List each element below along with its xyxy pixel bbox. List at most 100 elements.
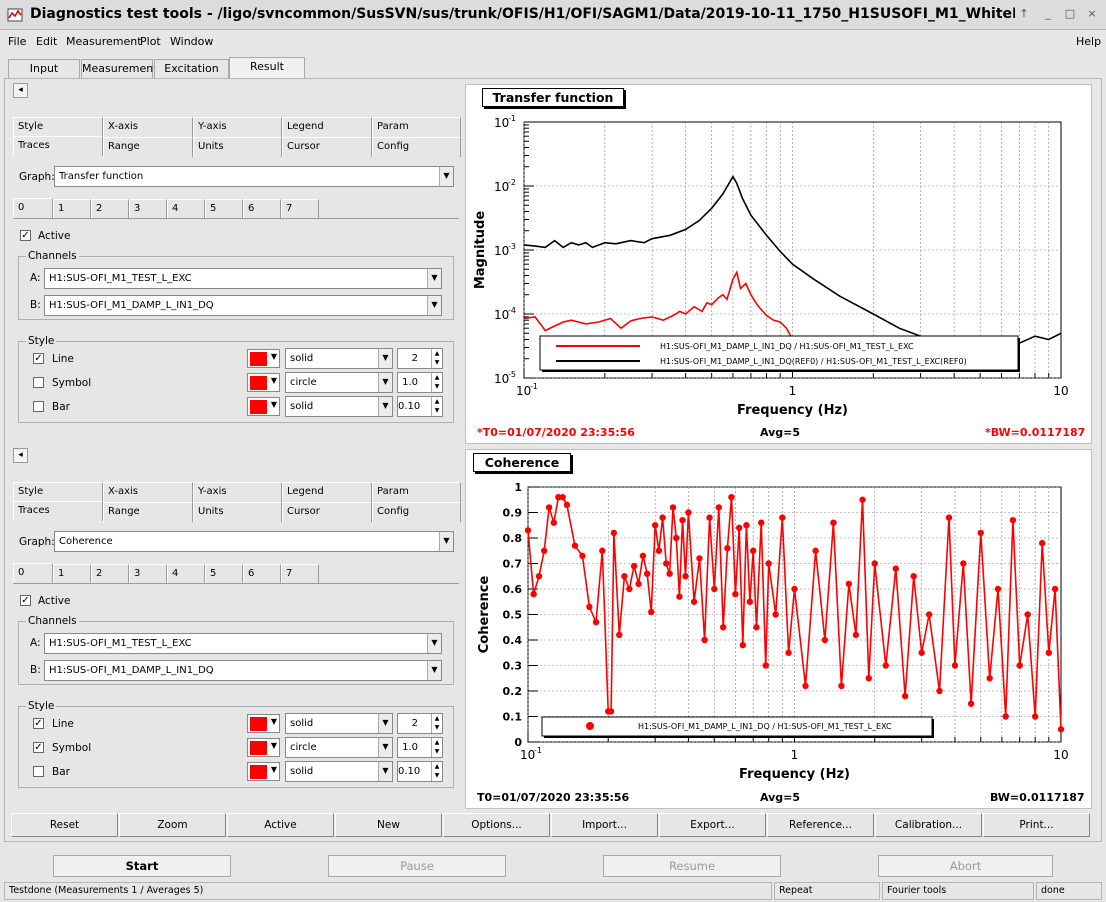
bar-checkbox[interactable] xyxy=(33,766,44,777)
export-button[interactable]: Export... xyxy=(659,813,766,837)
abort-button[interactable]: Abort xyxy=(878,855,1053,877)
symbol-color-picker[interactable]: ▼ xyxy=(247,738,280,757)
trace-tab-6[interactable]: 6 xyxy=(243,564,281,584)
active-checkbox[interactable]: ✓ xyxy=(20,595,31,606)
subtab-x-axis[interactable]: X-axis xyxy=(103,482,193,502)
subtab-range[interactable]: Range xyxy=(103,137,193,157)
trace-tab-7[interactable]: 7 xyxy=(281,199,319,219)
spinner-arrows-icon[interactable]: ▲ ▼ xyxy=(431,397,442,416)
graph-select[interactable]: Transfer function ▼ xyxy=(54,166,454,187)
subtab-param[interactable]: Param xyxy=(372,482,461,502)
menu-edit[interactable]: Edit xyxy=(36,35,58,48)
tab-result[interactable]: Result xyxy=(229,57,305,78)
spinner-arrows-icon[interactable]: ▲ ▼ xyxy=(431,738,442,757)
line-style-select[interactable]: solid ▼ xyxy=(285,713,393,734)
bar-color-picker[interactable]: ▼ xyxy=(247,762,280,781)
bar-style-select[interactable]: solid ▼ xyxy=(285,396,393,417)
menu-help[interactable]: Help xyxy=(1076,35,1102,48)
trace-tab-1[interactable]: 1 xyxy=(53,564,91,584)
trace-tab-4[interactable]: 4 xyxy=(167,199,205,219)
print-button[interactable]: Print... xyxy=(983,813,1090,837)
menu-measurement[interactable]: Measurement xyxy=(66,35,142,48)
channel-b-select[interactable]: H1:SUS-OFI_M1_DAMP_L_IN1_DQ ▼ xyxy=(44,295,442,316)
trace-tab-2[interactable]: 2 xyxy=(91,564,129,584)
trace-tab-6[interactable]: 6 xyxy=(243,199,281,219)
subtab-traces[interactable]: Traces xyxy=(13,136,103,156)
symbol-size-spinner[interactable]: 1.0 ▲ ▼ xyxy=(397,737,443,758)
minimize-icon[interactable]: _ xyxy=(1045,7,1051,20)
subtab-cursor[interactable]: Cursor xyxy=(282,502,372,522)
bar-checkbox[interactable] xyxy=(33,401,44,412)
spinner-arrows-icon[interactable]: ▲ ▼ xyxy=(431,714,442,733)
bar-size-spinner[interactable]: 0.10 ▲ ▼ xyxy=(397,761,443,782)
tab-input[interactable]: Input xyxy=(8,59,80,78)
spinner-arrows-icon[interactable]: ▲ ▼ xyxy=(431,373,442,392)
trace-tab-2[interactable]: 2 xyxy=(91,199,129,219)
new-button[interactable]: New xyxy=(335,813,442,837)
shade-icon[interactable]: ↑ xyxy=(1019,7,1029,20)
channel-a-select[interactable]: H1:SUS-OFI_M1_TEST_L_EXC ▼ xyxy=(44,268,442,289)
bar-color-picker[interactable]: ▼ xyxy=(247,397,280,416)
tab-measurement[interactable]: Measurement xyxy=(81,59,158,78)
collapse-top-button[interactable]: ◂ xyxy=(13,83,28,98)
menu-file[interactable]: File xyxy=(8,35,27,48)
collapse-bottom-button[interactable]: ◂ xyxy=(13,448,28,463)
subtab-style[interactable]: Style xyxy=(13,482,103,502)
tab-excitation[interactable]: Excitation xyxy=(154,59,229,78)
subtab-units[interactable]: Units xyxy=(193,502,282,522)
menu-window[interactable]: Window xyxy=(170,35,214,48)
subtab-legend[interactable]: Legend xyxy=(282,117,372,137)
zoom-button[interactable]: Zoom xyxy=(119,813,226,837)
trace-tab-3[interactable]: 3 xyxy=(129,199,167,219)
spinner-arrows-icon[interactable]: ▲ ▼ xyxy=(431,349,442,368)
reset-button[interactable]: Reset xyxy=(11,813,118,837)
subtab-traces[interactable]: Traces xyxy=(13,501,103,521)
subtab-legend[interactable]: Legend xyxy=(282,482,372,502)
spinner-arrows-icon[interactable]: ▲ ▼ xyxy=(431,762,442,781)
trace-tab-0[interactable]: 0 xyxy=(13,198,53,218)
symbol-checkbox[interactable]: ✓ xyxy=(33,742,44,753)
channel-b-select[interactable]: H1:SUS-OFI_M1_DAMP_L_IN1_DQ ▼ xyxy=(44,660,442,681)
transfer-function-plot[interactable]: 10 -1 1 10 10 -5 10 -4 10 -3 10 -2 10 -1 Frequency (Hz… xyxy=(465,84,1092,444)
symbol-style-select[interactable]: circle ▼ xyxy=(285,737,393,758)
subtab-range[interactable]: Range xyxy=(103,502,193,522)
line-color-picker[interactable]: ▼ xyxy=(247,714,280,733)
reference-button[interactable]: Reference... xyxy=(767,813,874,837)
line-style-select[interactable]: solid ▼ xyxy=(285,348,393,369)
active-button[interactable]: Active xyxy=(227,813,334,837)
graph-select[interactable]: Coherence ▼ xyxy=(54,531,454,552)
trace-tab-4[interactable]: 4 xyxy=(167,564,205,584)
line-size-spinner[interactable]: 2 ▲ ▼ xyxy=(397,713,443,734)
line-color-picker[interactable]: ▼ xyxy=(247,349,280,368)
line-checkbox[interactable]: ✓ xyxy=(33,353,44,364)
resume-button[interactable]: Resume xyxy=(603,855,781,877)
channel-a-select[interactable]: H1:SUS-OFI_M1_TEST_L_EXC ▼ xyxy=(44,633,442,654)
subtab-y-axis[interactable]: Y-axis xyxy=(193,482,282,502)
symbol-size-spinner[interactable]: 1.0 ▲ ▼ xyxy=(397,372,443,393)
trace-tab-3[interactable]: 3 xyxy=(129,564,167,584)
symbol-checkbox[interactable] xyxy=(33,377,44,388)
close-icon[interactable]: × xyxy=(1087,7,1097,20)
subtab-config[interactable]: Config xyxy=(372,137,461,157)
line-checkbox[interactable]: ✓ xyxy=(33,718,44,729)
pause-button[interactable]: Pause xyxy=(328,855,506,877)
trace-tab-5[interactable]: 5 xyxy=(205,199,243,219)
bar-size-spinner[interactable]: 0.10 ▲ ▼ xyxy=(397,396,443,417)
subtab-config[interactable]: Config xyxy=(372,502,461,522)
maximize-icon[interactable]: □ xyxy=(1064,7,1076,20)
subtab-y-axis[interactable]: Y-axis xyxy=(193,117,282,137)
symbol-style-select[interactable]: circle ▼ xyxy=(285,372,393,393)
start-button[interactable]: Start xyxy=(53,855,231,877)
subtab-param[interactable]: Param xyxy=(372,117,461,137)
coherence-plot[interactable]: 10 -1 1 10 0 0.1 0.2 0.3 0.4 0.5 0.6 0.7 0.8 0.9 1 Freq… xyxy=(465,449,1092,809)
options-button[interactable]: Options... xyxy=(443,813,550,837)
symbol-color-picker[interactable]: ▼ xyxy=(247,373,280,392)
bar-style-select[interactable]: solid ▼ xyxy=(285,761,393,782)
trace-tab-0[interactable]: 0 xyxy=(13,563,53,583)
active-checkbox[interactable]: ✓ xyxy=(20,230,31,241)
menu-plot[interactable]: Plot xyxy=(140,35,161,48)
subtab-cursor[interactable]: Cursor xyxy=(282,137,372,157)
trace-tab-5[interactable]: 5 xyxy=(205,564,243,584)
line-size-spinner[interactable]: 2 ▲ ▼ xyxy=(397,348,443,369)
import-button[interactable]: Import... xyxy=(551,813,658,837)
